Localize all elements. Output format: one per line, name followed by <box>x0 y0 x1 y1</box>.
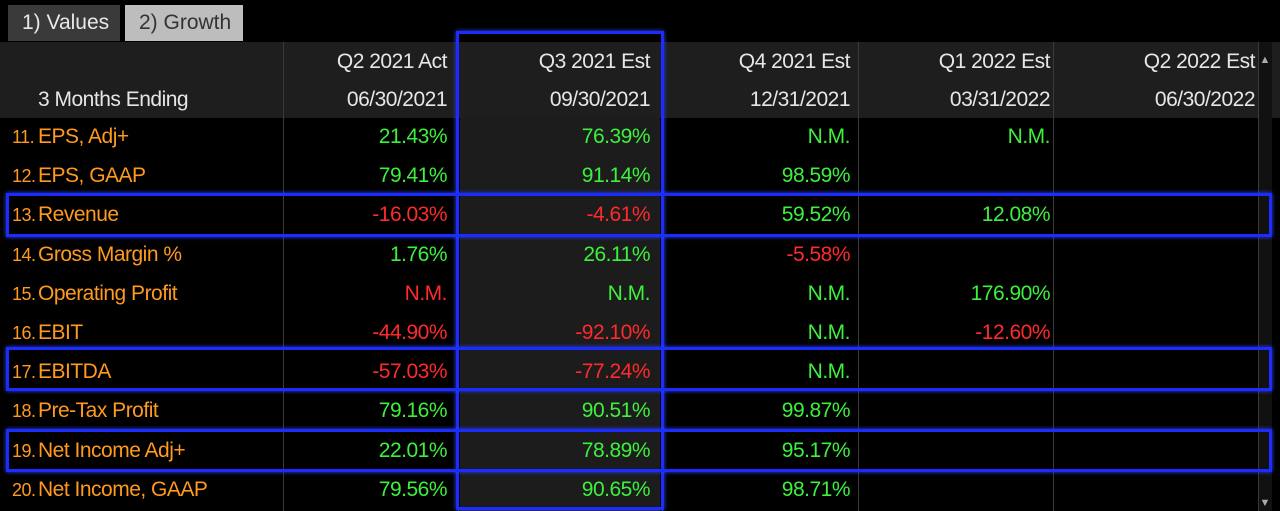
column-divider <box>1258 42 1259 511</box>
row-number: 16. <box>12 323 36 343</box>
highlight-row <box>6 347 1272 391</box>
row-name: EPS, GAAP <box>38 164 146 188</box>
tab[interactable]: 1) Values <box>8 5 120 41</box>
row-name: EBIT <box>38 321 83 344</box>
row-number: 19. <box>12 440 36 461</box>
row-number: 15. <box>12 283 36 304</box>
scrollbar[interactable]: ▲ ▼ <box>1258 42 1272 511</box>
value-cell: N.M. <box>807 125 851 148</box>
value-cell: N.M. <box>404 281 448 305</box>
value-cell: N.M. <box>807 281 851 305</box>
row-number: 12. <box>12 166 36 187</box>
row-name: Gross Margin % <box>38 242 182 266</box>
row-number: 13. <box>12 205 36 226</box>
value-cell: -5.58% <box>786 242 850 266</box>
value-cell: -16.03% <box>372 203 447 227</box>
column-date: 12/31/2021 <box>749 88 851 111</box>
value-cell: 95.17% <box>781 438 851 462</box>
row-name: Net Income Adj+ <box>38 438 186 462</box>
value-cell: 79.16% <box>378 399 448 423</box>
column-header: Q2 2021 Act <box>336 50 448 73</box>
value-cell: N.M. <box>807 321 851 344</box>
row-number: 11. <box>12 127 35 147</box>
highlight-row <box>6 193 1272 237</box>
row-number: 14. <box>12 244 36 265</box>
value-cell: 176.90% <box>970 281 1051 305</box>
row-number: 17. <box>12 362 36 383</box>
row-number: 20. <box>12 479 36 500</box>
column-divider <box>283 42 284 511</box>
value-cell: -44.90% <box>372 321 447 344</box>
row-name: Pre-Tax Profit <box>38 399 159 423</box>
scroll-down[interactable]: ▼ <box>1259 497 1271 509</box>
value-cell: 22.01% <box>378 438 448 462</box>
value-cell: 21.43% <box>378 125 448 148</box>
value-cell: 1.76% <box>389 242 448 266</box>
value-cell: -12.60% <box>975 321 1050 344</box>
row-name: EPS, Adj+ <box>38 125 129 148</box>
value-cell: 91.14% <box>581 164 651 188</box>
column-divider <box>858 42 859 511</box>
column-header: Q4 2021 Est <box>738 50 851 73</box>
column-date: 03/31/2022 <box>949 88 1051 111</box>
value-cell: -57.03% <box>372 360 447 384</box>
row-name: Operating Profit <box>38 281 178 305</box>
value-cell: 90.65% <box>581 477 651 501</box>
column-header: Q1 2022 Est <box>938 50 1051 73</box>
tab-active[interactable]: 2) Growth <box>125 5 243 41</box>
value-cell: N.M. <box>807 360 851 384</box>
value-cell: -77.24% <box>575 360 650 384</box>
value-cell: 59.52% <box>781 203 851 227</box>
value-cell: N.M. <box>1007 125 1051 148</box>
highlight-column <box>456 31 664 510</box>
column-shade <box>460 118 660 511</box>
column-header: Q2 2022 Est <box>1143 50 1256 73</box>
value-cell: 79.41% <box>378 164 448 188</box>
value-cell: 79.56% <box>378 477 448 501</box>
row-name: Net Income, GAAP <box>38 477 208 501</box>
value-cell: 98.59% <box>781 164 851 188</box>
row-label-header: 3 Months Ending <box>38 88 189 111</box>
value-cell: 98.71% <box>781 477 851 501</box>
column-header: Q3 2021 Est <box>538 50 651 73</box>
column-divider <box>1053 42 1054 511</box>
value-cell: 12.08% <box>981 203 1051 227</box>
header-band <box>0 42 1280 118</box>
value-cell: 99.87% <box>781 399 851 423</box>
value-cell: -92.10% <box>575 321 650 344</box>
value-cell: 78.89% <box>581 438 651 462</box>
value-cell: 90.51% <box>581 399 651 423</box>
column-date: 06/30/2022 <box>1154 88 1256 111</box>
row-number: 18. <box>12 401 36 422</box>
row-name: EBITDA <box>38 360 111 384</box>
row-name: Revenue <box>38 203 119 227</box>
value-cell: N.M. <box>607 281 651 305</box>
scroll-up[interactable]: ▲ <box>1259 54 1271 66</box>
column-date: 06/30/2021 <box>346 88 448 111</box>
value-cell: 76.39% <box>581 125 651 148</box>
highlight-row <box>6 429 1272 472</box>
value-cell: 26.11% <box>583 242 650 266</box>
column-date: 09/30/2021 <box>549 88 651 111</box>
value-cell: -4.61% <box>586 203 650 227</box>
